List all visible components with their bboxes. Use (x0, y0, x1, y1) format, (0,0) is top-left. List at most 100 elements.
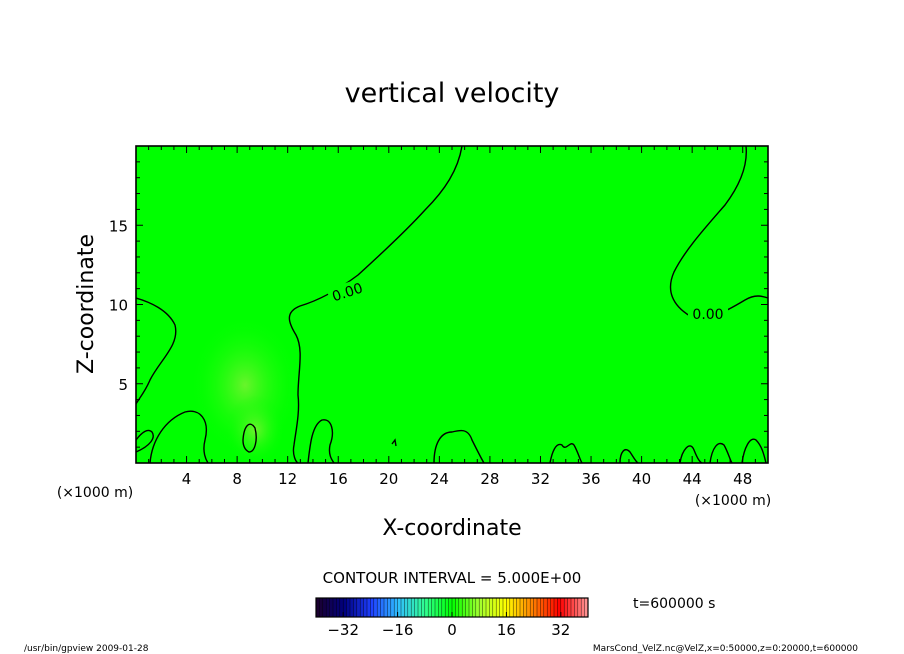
colorbar-cell (486, 598, 490, 617)
colorbar-cell (584, 598, 589, 617)
colorbar-cell (479, 598, 483, 617)
colorbar-cell (384, 598, 388, 617)
colorbar-cell (343, 598, 347, 617)
zero-contour-low-right-1 (433, 429, 485, 463)
y-axis-ticks: 5 10 15 (109, 161, 768, 448)
colorbar-cell (581, 598, 585, 617)
colorbar-cell (554, 598, 558, 617)
time-label: t=600000 s (633, 596, 715, 612)
colorbar-cell (547, 598, 551, 617)
chart-title: vertical velocity (345, 78, 560, 109)
colorbar-cell (411, 598, 415, 617)
colorbar-cell (401, 598, 405, 617)
colorbar-cell (560, 598, 565, 617)
colorbar-cell (448, 598, 453, 617)
zero-contour-low-right-2 (549, 443, 583, 463)
colorbar-cell (543, 598, 548, 617)
zero-contour-right (669, 146, 768, 319)
x-unit-right: (×1000 m) (695, 493, 771, 509)
contour-lines (136, 146, 768, 463)
colorbar (315, 598, 589, 617)
colorbar-cell (377, 598, 381, 617)
x-tick-label: 24 (430, 470, 449, 488)
y-tick-label: 10 (109, 297, 128, 315)
colorbar-cell (496, 598, 500, 617)
zero-contour-left (136, 297, 177, 405)
colorbar-cell (530, 598, 534, 617)
colorbar-cell (499, 598, 504, 617)
colorbar-cell (356, 598, 361, 617)
colorbar-cell (360, 598, 364, 617)
zero-contour-low-right-6 (741, 438, 767, 463)
colorbar-cell (431, 598, 436, 617)
colorbar-cell (404, 598, 409, 617)
colorbar-cell (373, 598, 378, 617)
zero-contour-low-right-4 (679, 445, 703, 463)
x-tick-label: 44 (683, 470, 702, 488)
x-tick-label: 32 (531, 470, 550, 488)
colorbar-cell (523, 598, 528, 617)
field-shading (190, 315, 300, 463)
colorbar-cell (424, 598, 429, 617)
colorbar-cell (316, 598, 320, 617)
colorbar-cell (537, 598, 541, 617)
colorbar-cell (550, 598, 555, 617)
colorbar-cell (516, 598, 521, 617)
y-tick-label: 15 (109, 217, 128, 235)
colorbar-cell (458, 598, 463, 617)
colorbar-cell (329, 598, 334, 617)
colorbar-cell (540, 598, 545, 617)
colorbar-ticks: −32 −16 0 16 32 (327, 612, 570, 639)
zero-contour-loop-center (242, 423, 257, 453)
y-tick-label: 5 (118, 376, 128, 394)
colorbar-cell (421, 598, 426, 617)
colorbar-tick-label: −16 (382, 621, 414, 639)
colorbar-cell (394, 598, 398, 617)
colorbar-tick-label: 16 (497, 621, 516, 639)
contour-interval: CONTOUR INTERVAL = 5.000E+00 (323, 569, 582, 587)
colorbar-cell (367, 598, 371, 617)
colorbar-cell (322, 598, 327, 617)
colorbar-cell (387, 598, 392, 617)
x-tick-label: 4 (182, 470, 192, 488)
colorbar-cell (445, 598, 449, 617)
colorbar-cell (574, 598, 579, 617)
contour-label-bg-2 (688, 305, 728, 321)
colorbar-cell (336, 598, 341, 617)
colorbar-cell (350, 598, 354, 617)
colorbar-cell (380, 598, 385, 617)
colorbar-cell (346, 598, 351, 617)
colorbar-cell (441, 598, 446, 617)
colorbar-cell (407, 598, 412, 617)
colorbar-cell (557, 598, 562, 617)
y-axis-label: Z-coordinate (74, 234, 99, 374)
x-tick-label: 12 (278, 470, 297, 488)
zero-contour-low-right-3 (619, 448, 639, 463)
footer-right: MarsCond_VelZ.nc@VelZ,x=0:50000,z=0:2000… (593, 644, 858, 654)
colorbar-cell (509, 598, 514, 617)
colorbar-cell (564, 598, 568, 617)
colorbar-cell (533, 598, 538, 617)
colorbar-cell (414, 598, 419, 617)
colorbar-cell (390, 598, 395, 617)
zero-contour-low-left (149, 410, 209, 463)
colorbar-cell (492, 598, 497, 617)
x-tick-label: 40 (632, 470, 651, 488)
colorbar-tick-label: −32 (327, 621, 359, 639)
colorbar-cell (526, 598, 531, 617)
colorbar-cell (513, 598, 517, 617)
x-tick-label: 8 (232, 470, 242, 488)
x-tick-label: 36 (581, 470, 600, 488)
colorbar-cell (363, 598, 368, 617)
colorbar-cell (503, 598, 507, 617)
colorbar-cell (577, 598, 582, 617)
colorbar-cell (469, 598, 473, 617)
colorbar-cell (489, 598, 494, 617)
contour-label-bg-1 (326, 277, 368, 305)
colorbar-cell (319, 598, 324, 617)
x-axis-ticks: 4 8 12 16 20 24 28 32 36 40 44 48 (148, 146, 756, 488)
colorbar-cell (428, 598, 432, 617)
colorbar-cell (571, 598, 575, 617)
zero-contour-low-left-2 (136, 429, 154, 453)
